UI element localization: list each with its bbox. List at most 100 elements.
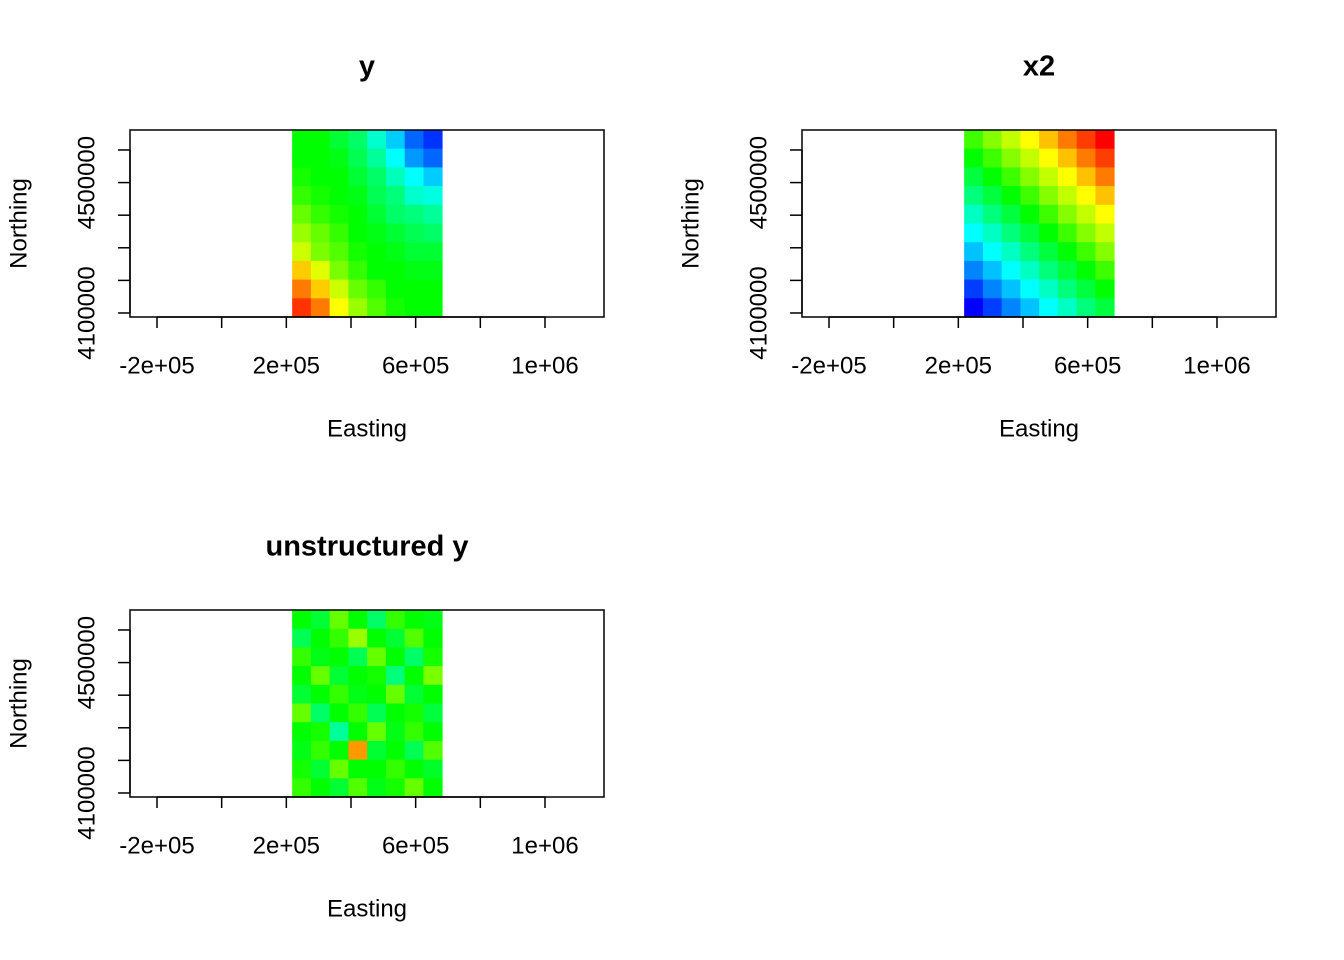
raster-cell xyxy=(423,647,443,667)
raster-cell xyxy=(423,148,443,168)
raster-cell xyxy=(404,279,424,299)
raster-cell xyxy=(367,628,387,648)
raster-cell xyxy=(423,740,443,760)
raster-cell xyxy=(385,279,406,299)
raster-cell xyxy=(310,722,331,742)
raster-cell xyxy=(404,242,424,262)
raster-cell xyxy=(310,703,331,723)
raster-cell xyxy=(1057,130,1078,150)
raster-cell xyxy=(1039,242,1059,262)
raster-cell xyxy=(292,740,312,760)
raster-cell xyxy=(1039,260,1059,280)
raster-cell xyxy=(1020,167,1040,187)
raster-cell xyxy=(310,647,331,667)
raster-cell xyxy=(367,647,387,667)
raster-cell xyxy=(1001,130,1021,150)
raster-cell xyxy=(329,130,349,150)
raster-cell xyxy=(292,279,312,299)
y-tick-label: 4100000 xyxy=(73,746,100,839)
raster-cell xyxy=(964,279,984,299)
raster-cell xyxy=(367,722,387,742)
y-axis-label: Northing xyxy=(5,178,32,269)
raster-cell xyxy=(385,666,406,686)
raster-cell xyxy=(423,298,443,318)
raster-cell xyxy=(1020,242,1040,262)
raster-cell xyxy=(292,130,312,150)
raster-cell xyxy=(423,260,443,280)
raster-cell xyxy=(404,167,424,187)
raster-cell xyxy=(329,298,349,318)
raster-cell xyxy=(423,204,443,224)
raster-cell xyxy=(1020,148,1040,168)
raster-cell xyxy=(385,740,406,760)
raster-cell xyxy=(1039,148,1059,168)
raster-cell xyxy=(292,666,312,686)
raster-cell xyxy=(367,610,387,630)
y-axis-label: Northing xyxy=(5,658,32,749)
raster-cell xyxy=(404,628,424,648)
raster-cell xyxy=(404,647,424,667)
raster-cell xyxy=(1001,204,1021,224)
raster-cell xyxy=(385,167,406,187)
raster-cell xyxy=(404,740,424,760)
raster-cell xyxy=(1095,204,1115,224)
raster-cell xyxy=(1020,223,1040,243)
raster-cell xyxy=(292,684,312,704)
raster-cell xyxy=(385,722,406,742)
raster-cell xyxy=(310,167,331,187)
panel-title: unstructured y xyxy=(265,531,468,563)
raster-cell xyxy=(385,242,406,262)
raster-cell xyxy=(367,204,387,224)
raster-cell xyxy=(310,759,331,779)
raster-cell xyxy=(423,130,443,150)
raster-cell xyxy=(1076,204,1096,224)
raster-cell xyxy=(1057,242,1078,262)
raster-cell xyxy=(292,628,312,648)
raster-cell xyxy=(310,298,331,318)
raster-cell xyxy=(329,703,349,723)
raster-cell xyxy=(348,148,368,168)
raster-cell xyxy=(348,298,368,318)
raster-cell xyxy=(385,298,406,318)
raster-cell xyxy=(329,647,349,667)
raster-cell xyxy=(367,759,387,779)
raster-cell xyxy=(1095,130,1115,150)
raster-cell xyxy=(292,759,312,779)
raster-cell xyxy=(982,279,1003,299)
raster-cell xyxy=(310,279,331,299)
y-axis-label: Northing xyxy=(677,178,704,269)
raster-cell xyxy=(310,260,331,280)
raster-cell xyxy=(1057,148,1078,168)
x-tick-label: 6e+05 xyxy=(1054,352,1121,379)
raster-cell xyxy=(982,260,1003,280)
raster-cell xyxy=(982,130,1003,150)
x-tick-label: 2e+05 xyxy=(925,352,992,379)
raster-cell xyxy=(1001,186,1021,206)
raster-cell xyxy=(367,167,387,187)
raster-cell xyxy=(1001,223,1021,243)
raster-cell xyxy=(292,242,312,262)
raster-cell xyxy=(1001,148,1021,168)
raster-cell xyxy=(329,628,349,648)
raster-cell xyxy=(292,703,312,723)
raster-cell xyxy=(964,298,984,318)
raster-cell xyxy=(423,223,443,243)
raster-cell xyxy=(310,666,331,686)
panel-title: x2 xyxy=(1023,51,1055,83)
panel-title: y xyxy=(359,51,375,83)
raster-cell xyxy=(348,759,368,779)
raster-cell xyxy=(1057,260,1078,280)
raster-cell xyxy=(1001,242,1021,262)
raster-cell xyxy=(1095,279,1115,299)
raster-cell xyxy=(310,628,331,648)
raster-cell xyxy=(423,684,443,704)
raster-cell xyxy=(1057,223,1078,243)
raster-cell xyxy=(404,130,424,150)
raster-cell xyxy=(982,204,1003,224)
panel: -2e+05 2e+05 6e+05 1e+06 4100000 4500000 x2 Eas… xyxy=(677,51,1277,442)
raster-cell xyxy=(348,242,368,262)
raster-cell xyxy=(1001,260,1021,280)
raster-cell xyxy=(367,298,387,318)
raster-cell xyxy=(1001,298,1021,318)
raster-cell xyxy=(423,703,443,723)
